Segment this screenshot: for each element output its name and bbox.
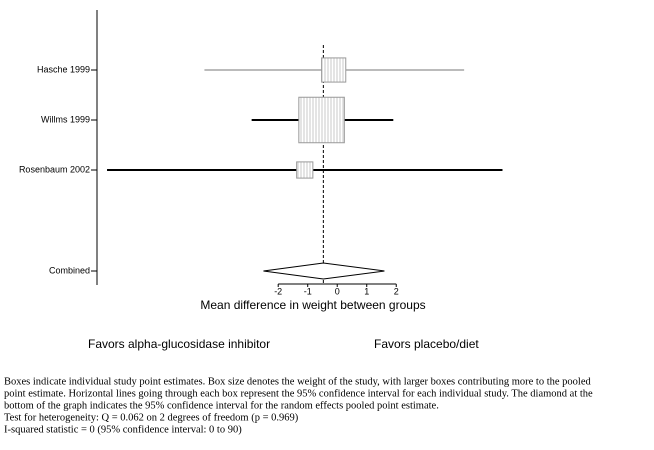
combined-label: Combined: [49, 265, 90, 275]
x-axis-label: Mean difference in weight between groups: [200, 298, 425, 312]
footnote: point estimate. Horizontal lines going t…: [4, 388, 593, 399]
study-box: [321, 57, 347, 83]
footnote: Test for heterogeneity: Q = 0.062 on 2 d…: [4, 412, 299, 423]
footnote: bottom of the graph indicates the 95% co…: [4, 400, 439, 411]
study-box: [296, 161, 314, 179]
combined-diamond: [263, 262, 385, 280]
footnote: I-squared statistic = 0 (95% confidence …: [4, 424, 242, 435]
x-tick-label: -1: [304, 286, 312, 296]
favors-left: Favors alpha-glucosidase inhibitor: [88, 337, 270, 351]
x-tick-label: -2: [274, 286, 282, 296]
study-box: [298, 96, 345, 144]
x-tick-label: 0: [335, 286, 340, 296]
footnote: Boxes indicate individual study point es…: [4, 376, 591, 387]
x-tick-label: 1: [364, 286, 369, 296]
study-label: Hasche 1999: [37, 64, 90, 74]
study-label: Willms 1999: [41, 114, 90, 124]
x-tick-label: 2: [394, 286, 399, 296]
favors-right: Favors placebo/diet: [374, 337, 479, 351]
study-label: Rosenbaum 2002: [19, 164, 90, 174]
